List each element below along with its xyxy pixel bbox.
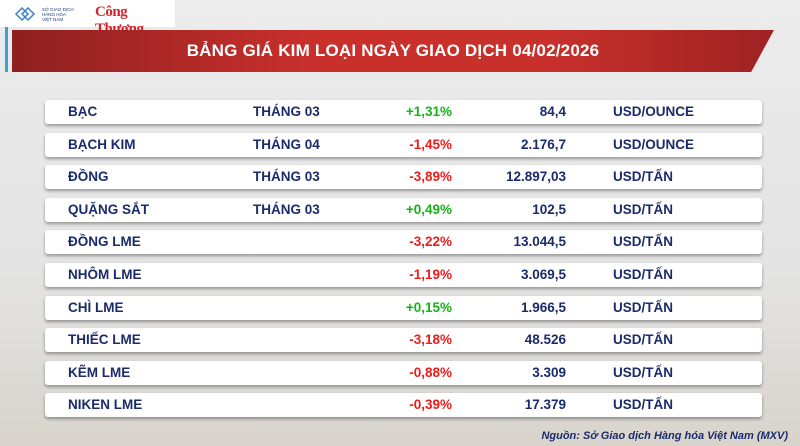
change-percent: +0,15% (405, 299, 452, 315)
price: 2.176,7 (520, 136, 566, 152)
mxv-logo-text: SỞ GIAO DỊCH HÀNG HÓA VIỆT NAM (42, 6, 74, 22)
price: 84,4 (539, 104, 566, 119)
table-row: BẠCH KIM THÁNG 04 -1,45% 2.176,7 USD/OUNCE (45, 132, 762, 157)
contract-month: THÁNG 03 (253, 201, 320, 217)
change-percent: -1,19% (409, 267, 452, 282)
unit: USD/TẤN (613, 169, 673, 185)
page-title: BẢNG GIÁ KIM LOẠI NGÀY GIAO DỊCH 04/02/2… (12, 30, 774, 72)
price: 3.309 (532, 364, 566, 380)
unit: USD/OUNCE (613, 104, 695, 119)
change-percent: +0,49% (405, 201, 452, 217)
change-percent: -3,89% (409, 169, 452, 185)
table-row: KẼM LME -0,88% 3.309 USD/TẤN (45, 360, 762, 385)
accent-bar (5, 0, 8, 72)
price: 17.379 (524, 397, 566, 413)
contract-month: THÁNG 03 (253, 104, 320, 119)
change-percent: -3,18% (409, 332, 452, 348)
price: 3.069,5 (520, 267, 566, 282)
price: 12.897,03 (505, 169, 566, 185)
logo-area: SỞ GIAO DỊCH HÀNG HÓA VIỆT NAM Công Thươ… (0, 0, 175, 37)
source-note: Nguồn: Sở Giao dịch Hàng hóa Việt Nam (M… (541, 430, 788, 442)
metal-name: NHÔM LME (68, 267, 142, 282)
table-row: ĐỒNG LME -3,22% 13.044,5 USD/TẤN (45, 230, 762, 255)
price: 48.526 (524, 332, 566, 348)
metal-name: THIẾC LME (68, 332, 141, 348)
contract-month: THÁNG 03 (253, 169, 320, 185)
metal-name: ĐỒNG LME (68, 234, 141, 250)
table-row: THIẾC LME -3,18% 48.526 USD/TẤN (45, 328, 762, 353)
price: 13.044,5 (513, 234, 566, 250)
unit: USD/TẤN (613, 299, 673, 315)
unit: USD/TẤN (613, 234, 673, 250)
unit: USD/TẤN (613, 364, 673, 380)
metal-name: BẠCH KIM (68, 136, 136, 152)
unit: USD/TẤN (613, 332, 673, 348)
contract-month: THÁNG 04 (253, 136, 320, 152)
change-percent: -0,39% (409, 397, 452, 413)
table-row: NHÔM LME -1,19% 3.069,5 USD/TẤN (45, 263, 762, 287)
metal-name: CHÌ LME (68, 299, 124, 315)
price: 102,5 (532, 201, 566, 217)
change-percent: -0,88% (409, 364, 452, 380)
metal-name: NIKEN LME (68, 397, 143, 413)
table-row: NIKEN LME -0,39% 17.379 USD/TẤN (45, 393, 762, 418)
metal-name: QUẶNG SẮT (68, 201, 149, 217)
metal-name: KẼM LME (68, 364, 131, 380)
change-percent: -1,45% (409, 136, 452, 152)
price: 1.966,5 (520, 299, 566, 315)
change-percent: +1,31% (405, 104, 452, 119)
unit: USD/OUNCE (613, 136, 695, 152)
mxv-logo-icon (14, 6, 36, 22)
unit: USD/TẤN (613, 201, 673, 217)
unit: USD/TẤN (613, 397, 673, 413)
table-row: CHÌ LME +0,15% 1.966,5 USD/TẤN (45, 295, 762, 320)
change-percent: -3,22% (409, 234, 452, 250)
mxv-logo: SỞ GIAO DỊCH HÀNG HÓA VIỆT NAM (14, 6, 74, 22)
unit: USD/TẤN (613, 267, 673, 282)
table-row: QUẶNG SẮT THÁNG 03 +0,49% 102,5 USD/TẤN (45, 197, 762, 222)
table-row: BẠC THÁNG 03 +1,31% 84,4 USD/OUNCE (45, 100, 762, 124)
metal-name: ĐỒNG (68, 169, 109, 185)
metal-name: BẠC (68, 104, 98, 119)
table-row: ĐỒNG THÁNG 03 -3,89% 12.897,03 USD/TẤN (45, 165, 762, 190)
